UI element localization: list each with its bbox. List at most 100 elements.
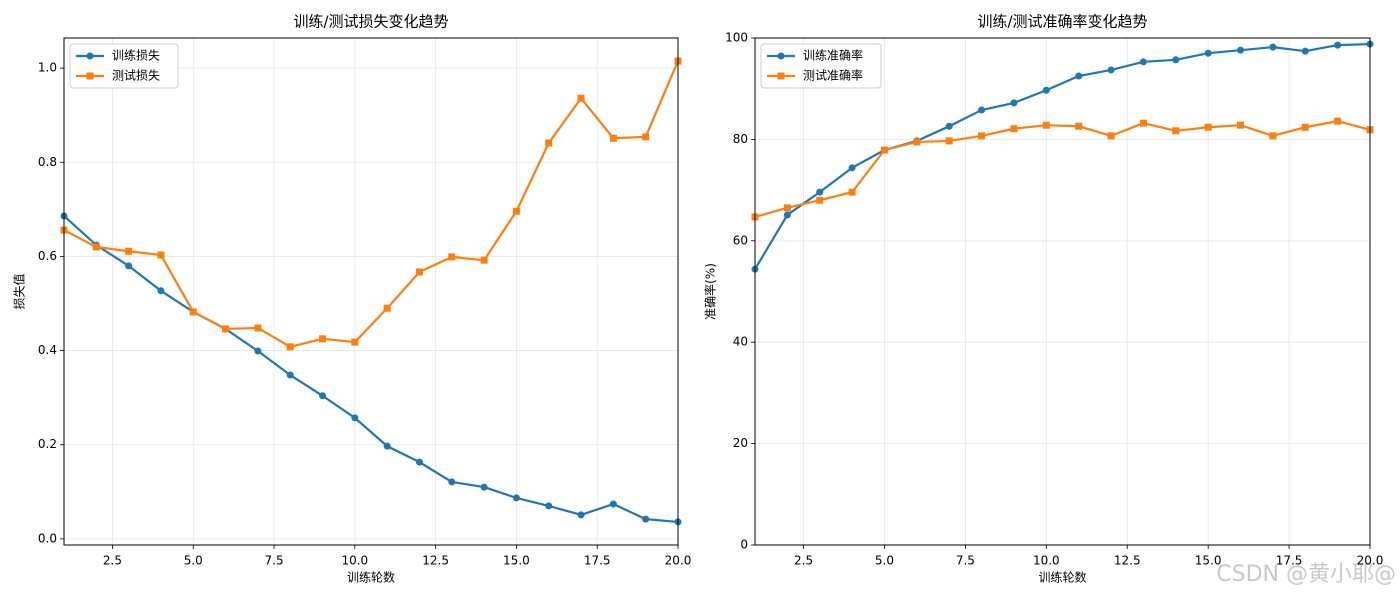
marker	[577, 511, 585, 519]
chart-title: 训练/测试准确率变化趋势	[977, 13, 1147, 31]
marker	[1107, 132, 1115, 140]
marker	[1237, 121, 1245, 129]
marker	[512, 494, 520, 502]
marker	[125, 247, 133, 255]
plot-frame	[754, 37, 1371, 546]
marker	[945, 137, 953, 145]
marker	[880, 146, 888, 154]
plot-frame	[63, 37, 679, 546]
marker	[1042, 121, 1050, 129]
x-tick-label: 7.5	[956, 554, 975, 568]
series-line	[755, 120, 1370, 219]
marker	[1334, 117, 1342, 125]
x-tick-label: 10.0	[341, 554, 368, 568]
y-tick-label: 40	[733, 335, 748, 349]
marker	[512, 207, 520, 215]
x-tick-label: 20.0	[665, 554, 692, 568]
marker	[86, 52, 94, 60]
marker	[1139, 58, 1147, 66]
marker	[1010, 99, 1018, 107]
y-tick-label: 0.8	[38, 155, 57, 169]
marker	[319, 392, 327, 400]
y-tick-label: 0.6	[38, 249, 57, 263]
y-tick-label: 20	[733, 436, 748, 450]
marker	[783, 204, 791, 212]
marker	[1269, 43, 1277, 51]
x-tick-label: 10.0	[1033, 554, 1060, 568]
marker	[254, 324, 262, 332]
legend-label: 测试准确率	[803, 68, 863, 83]
y-tick-label: 0.4	[38, 343, 57, 357]
marker	[1301, 47, 1309, 55]
marker	[157, 251, 165, 259]
marker	[642, 133, 650, 141]
y-tick-label: 0.2	[38, 437, 57, 451]
marker	[978, 106, 986, 114]
marker	[1301, 123, 1309, 131]
marker	[351, 414, 359, 422]
marker	[1269, 132, 1277, 140]
marker	[189, 308, 197, 316]
marker	[642, 515, 650, 523]
marker	[1204, 123, 1212, 131]
x-tick-label: 2.5	[103, 554, 122, 568]
marker	[125, 262, 133, 270]
watermark: CSDN @黄小耶@	[1216, 562, 1396, 587]
x-tick-label: 15.0	[503, 554, 530, 568]
marker	[448, 253, 456, 261]
marker	[286, 343, 294, 351]
marker	[157, 287, 165, 295]
marker	[1010, 125, 1018, 133]
x-axis-label: 训练轮数	[347, 570, 395, 585]
marker	[480, 256, 488, 264]
marker	[545, 502, 553, 510]
marker	[415, 458, 423, 466]
y-axis-label: 损失值	[12, 273, 27, 309]
marker	[1237, 46, 1245, 54]
marker	[383, 442, 391, 450]
marker	[448, 478, 456, 486]
series-line	[755, 42, 1370, 270]
x-tick-label: 12.5	[422, 554, 449, 568]
y-tick-label: 1.0	[38, 61, 57, 75]
x-tick-label: 20.0	[1357, 554, 1384, 568]
marker	[86, 72, 94, 80]
series-line	[64, 60, 678, 348]
marker	[609, 134, 617, 142]
x-tick-label: 17.5	[1276, 554, 1303, 568]
marker	[286, 371, 294, 379]
legend-label: 训练准确率	[803, 48, 863, 63]
y-tick-label: 0	[740, 538, 748, 552]
marker	[1139, 119, 1147, 127]
marker	[415, 268, 423, 276]
x-tick-label: 5.0	[184, 554, 203, 568]
x-tick-label: 15.0	[1195, 554, 1222, 568]
y-tick-label: 80	[733, 132, 748, 146]
marker	[1107, 66, 1115, 74]
marker	[913, 138, 921, 146]
y-tick-label: 0.0	[38, 531, 57, 545]
marker	[816, 196, 824, 204]
series-line	[64, 215, 678, 524]
marker	[92, 243, 100, 251]
marker	[1075, 72, 1083, 80]
x-tick-label: 17.5	[584, 554, 611, 568]
marker	[351, 338, 359, 346]
marker	[480, 483, 488, 491]
x-tick-label: 7.5	[265, 554, 284, 568]
marker	[254, 347, 262, 355]
marker	[545, 139, 553, 147]
marker	[1075, 122, 1083, 130]
x-axis-label: 训练轮数	[1038, 570, 1086, 585]
marker	[783, 211, 791, 219]
y-axis-label: 准确率(%)	[703, 263, 718, 320]
marker	[978, 132, 986, 140]
marker	[1172, 56, 1180, 64]
legend-label: 测试损失	[112, 68, 160, 83]
marker	[777, 52, 785, 60]
marker	[383, 304, 391, 312]
marker	[1172, 127, 1180, 135]
chart-title: 训练/测试损失变化趋势	[293, 13, 448, 31]
y-tick-label: 60	[733, 233, 748, 247]
